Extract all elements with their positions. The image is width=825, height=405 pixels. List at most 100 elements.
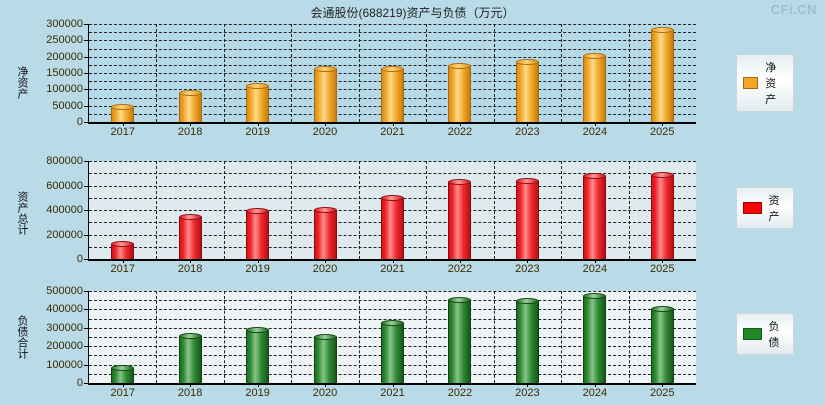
bar[interactable] — [650, 305, 674, 383]
bar-body — [448, 299, 472, 383]
bar[interactable] — [111, 241, 135, 259]
bar-body — [381, 68, 404, 122]
bar[interactable] — [178, 90, 202, 122]
x-tick-label: 2025 — [650, 126, 675, 138]
x-tick-label: 2023 — [515, 387, 540, 399]
watermark: CFi.CN — [770, 2, 817, 17]
x-tick — [190, 122, 192, 126]
x-tick — [662, 122, 664, 126]
gridline-vertical — [426, 24, 428, 122]
bar[interactable] — [178, 213, 202, 259]
x-tick — [257, 122, 259, 126]
gridline-vertical — [156, 161, 158, 259]
y-tick — [84, 309, 89, 311]
gridline-vertical — [561, 291, 563, 383]
bar[interactable] — [178, 333, 202, 383]
y-tick-label: 200000 — [46, 50, 83, 63]
bar[interactable] — [246, 208, 270, 259]
bar-cap — [111, 104, 135, 111]
bar[interactable] — [448, 296, 472, 383]
y-tick — [84, 105, 89, 107]
bar-cap — [650, 26, 674, 33]
y-tick-label: 800000 — [46, 155, 83, 167]
bar-cap — [111, 364, 135, 371]
bar-body — [246, 86, 270, 122]
bar[interactable] — [313, 207, 337, 259]
gridline-minor — [89, 300, 696, 302]
x-tick-label: 2021 — [380, 387, 405, 399]
bar[interactable] — [448, 63, 472, 122]
bar-body — [583, 295, 607, 383]
y-tick-label: 200000 — [46, 340, 83, 353]
legend-net-assets[interactable]: 净资产 — [736, 54, 794, 112]
bar[interactable] — [583, 52, 607, 122]
x-tick — [190, 383, 192, 387]
gridline-vertical — [493, 161, 495, 259]
x-tick-label: 2024 — [582, 263, 608, 275]
x-tick — [325, 383, 327, 387]
y-tick-label: 200000 — [46, 228, 83, 241]
legend-liabilities[interactable]: 负债 — [736, 313, 794, 355]
bar[interactable] — [515, 297, 539, 383]
bar[interactable] — [313, 333, 337, 383]
bar[interactable] — [381, 319, 404, 383]
bar[interactable] — [381, 65, 404, 122]
bar-cap — [178, 90, 202, 96]
legend-swatch-liabilities — [743, 328, 762, 340]
x-tick — [257, 383, 259, 387]
y-tick-label: 300000 — [46, 18, 83, 30]
y-tick — [84, 259, 89, 260]
y-tick-label: 400000 — [46, 303, 83, 316]
x-tick-label: 2017 — [110, 387, 135, 399]
gridline-vertical — [291, 291, 293, 383]
gridline-vertical — [628, 161, 630, 259]
y-tick — [84, 291, 89, 292]
bar[interactable] — [111, 364, 135, 383]
x-tick — [527, 122, 529, 126]
bar[interactable] — [650, 26, 674, 122]
bar[interactable] — [515, 59, 539, 122]
y-axis-title-2: 资产总计 — [16, 191, 28, 235]
bar[interactable] — [313, 66, 337, 122]
y-tick — [84, 24, 89, 25]
legend-assets[interactable]: 资产 — [736, 187, 794, 229]
bar-cap — [178, 333, 202, 340]
bar-cap — [246, 208, 270, 215]
bar[interactable] — [583, 173, 607, 259]
bar-body — [111, 107, 135, 122]
bar-cap — [515, 59, 539, 66]
bar[interactable] — [650, 171, 674, 259]
gridline-vertical — [223, 291, 225, 383]
x-tick — [594, 122, 596, 126]
legend-label-net-assets: 净资产 — [765, 62, 777, 106]
bar-cap — [448, 63, 472, 70]
bar-cap — [246, 83, 270, 90]
bar-body — [448, 182, 472, 259]
bar-body — [515, 62, 539, 122]
x-tick-label: 2022 — [447, 263, 473, 275]
x-tick-label: 2022 — [447, 126, 473, 138]
bar[interactable] — [448, 179, 472, 259]
gridline-vertical — [223, 24, 225, 122]
gridline-minor — [89, 48, 696, 50]
x-tick — [392, 259, 394, 263]
bar-body — [178, 336, 202, 383]
y-axis-title-1: 净资产 — [16, 66, 28, 99]
bar[interactable] — [381, 195, 404, 259]
gridline-vertical — [358, 24, 360, 122]
y-tick-label: 500000 — [46, 285, 83, 297]
bar-body — [313, 210, 337, 259]
bar-body — [650, 308, 674, 383]
x-tick — [459, 122, 461, 126]
x-tick — [257, 259, 259, 263]
bar-body — [381, 198, 404, 259]
bar[interactable] — [111, 104, 135, 122]
bar[interactable] — [246, 326, 270, 383]
y-tick-label: 0 — [76, 377, 83, 389]
gridline — [89, 40, 696, 42]
gridline-vertical — [493, 291, 495, 383]
bar[interactable] — [246, 83, 270, 122]
gridline-vertical — [628, 24, 630, 122]
bar[interactable] — [515, 178, 539, 259]
bar[interactable] — [583, 292, 607, 383]
